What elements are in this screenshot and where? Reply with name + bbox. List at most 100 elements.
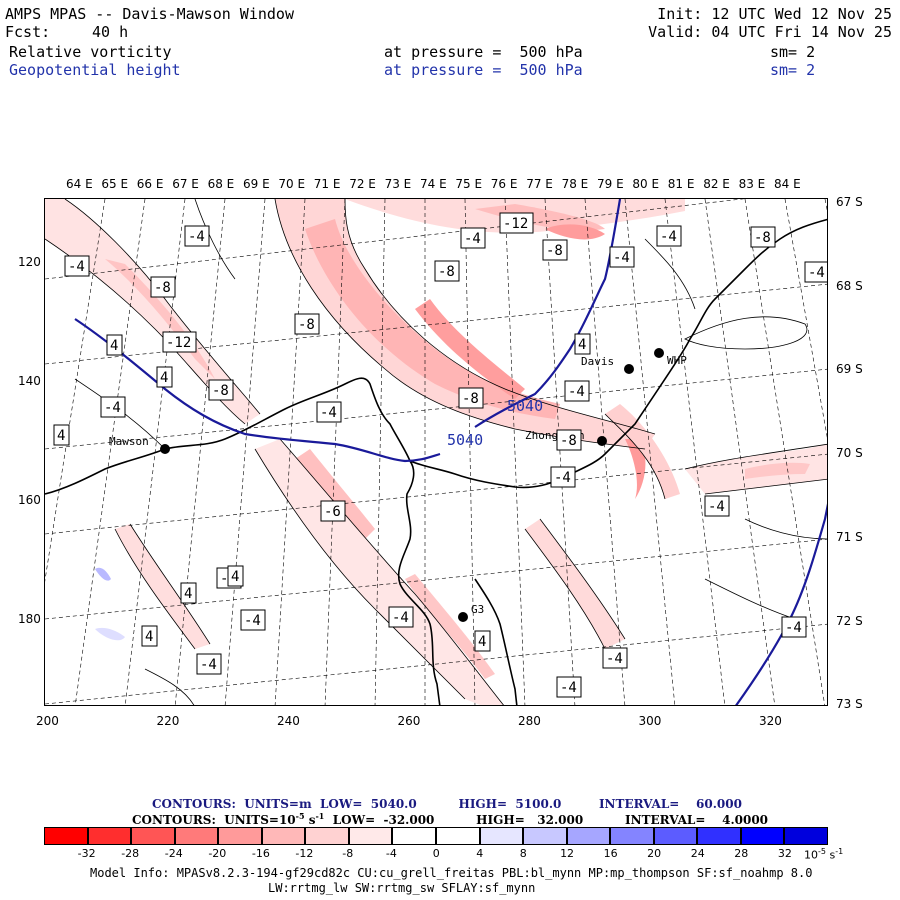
colorbar-swatch [87,827,132,845]
vorticity-label-box [208,379,234,401]
latitude-label: 71 S [836,529,863,544]
vorticity-label-box [550,466,576,488]
vorticity-contour-info: CONTOURS: UNITS=10-5 s-1 LOW= -32.000 HI… [132,811,768,827]
vorticity-label: -12 [503,216,528,232]
vorticity-label: -4 [200,657,217,673]
vort-contour-s: s [304,813,316,827]
vorticity-label-box [150,276,176,298]
vorticity-label: 4 [110,338,118,354]
colorbar-swatch [566,827,611,845]
cb-units-exp: -5 [818,847,826,856]
vorticity-label: -4 [554,470,571,486]
vorticity-labels: -4 -4 -12 -8 -4 -4 -8 -8 -8 -12 4 4 -4 4 -8 -4 -8 -4 -8 -4 -… [53,212,827,698]
vorticity-label: 4 [57,428,65,444]
colorbar-swatch [348,827,393,845]
field2-level: at pressure = 500 hPa [384,61,583,79]
x-grid-label: 220 [156,714,180,728]
vort-contour-exp2: -1 [315,811,325,821]
vorticity-label-box [141,625,158,647]
station-dot-mawson[interactable] [160,444,170,454]
vorticity-label-box [704,495,730,517]
vorticity-label: -8 [154,280,171,296]
colorbar-tick: 32 [777,847,792,860]
cb-units-exp2: -1 [835,847,844,856]
vorticity-label-box [750,226,776,248]
colorbar-swatch [392,827,436,845]
station-label-whp: WHP [667,354,687,367]
longitude-label: 71 E [313,177,341,191]
vorticity-label-box [180,582,197,604]
colorbar-swatch [44,827,88,845]
vorticity-label-box [240,609,266,631]
vorticity-label: -12 [166,335,191,351]
vorticity-label-box [609,246,635,268]
colorbar-swatch [784,827,828,845]
vorticity-label: -4 [188,229,205,245]
field2-name: Geopotential height [9,61,181,79]
x-grid-label: 240 [277,714,300,728]
vorticity-label-box [316,401,342,423]
vorticity-label-box [804,261,827,283]
colorbar-units: 10-5 s-1 [804,847,843,862]
vorticity-label-box [781,616,807,638]
vorticity-label: -4 [785,620,802,636]
longitude-label: 73 E [384,177,412,191]
vorticity-label: -8 [438,264,455,280]
vorticity-label-box [434,260,460,282]
latitude-label: 67 S [836,195,863,209]
vorticity-label-box [656,225,682,247]
colorbar-tick: -24 [164,847,183,860]
colorbar-tick: -12 [295,847,314,860]
colorbar-swatch [305,827,349,845]
map-panel[interactable]: Mawson Davis WHP Zhongshan G3 5040 5040 … [44,198,828,706]
colorbar-swatch [523,827,567,845]
vorticity-label-box [564,380,590,402]
vorticity-label-box [156,366,173,388]
model-info-line2: LW:rrtmg_lw SW:rrtmg_sw SFLAY:sf_mynn [268,881,536,895]
field1-level: at pressure = 500 hPa [384,43,583,61]
colorbar-tick: -32 [77,847,96,860]
colorbar-tick: -4 [385,847,397,860]
valid-time: Valid: 04 UTC Fri 14 Nov 25 [648,23,892,41]
latitude-label: 72 S [836,613,863,628]
vorticity-label-box [184,225,210,247]
colorbar-swatch [261,827,306,845]
colorbar-swatch [174,827,219,845]
forecast-label: Fcst: [5,23,51,41]
vorticity-label-box [458,387,484,409]
colorbar-swatch [697,827,741,845]
vorticity-label: -4 [68,259,85,275]
colorbar-tick: 24 [690,847,705,860]
x-grid-label: 280 [518,714,541,728]
station-dot-zhongshan[interactable] [597,436,607,446]
station-label-g3: G3 [471,603,484,616]
plot-title: AMPS MPAS -- Davis-Mawson Window [5,5,294,23]
station-dot-whp[interactable] [654,348,664,358]
vorticity-label: -4 [244,613,261,629]
colorbar-swatch [610,827,654,845]
station-label-mawson: Mawson [109,435,149,448]
station-markers [160,348,664,622]
vorticity-label: -8 [298,317,315,333]
cb-units-s: s [829,848,836,862]
vorticity-label: -4 [320,405,337,421]
vorticity-label-box [474,630,491,652]
vorticity-label: 4 [145,629,153,645]
vorticity-label: 4 [478,634,486,650]
vorticity-label-box [64,255,90,277]
vorticity-label: -4 [808,265,825,281]
field1-name: Relative vorticity [9,43,172,61]
colorbar-swatch [131,827,175,845]
station-dot-g3[interactable] [458,612,468,622]
map-canvas: Mawson Davis WHP Zhongshan G3 5040 5040 … [45,199,827,705]
x-grid-label: 200 [36,714,59,728]
colorbar-tick: 20 [647,847,662,860]
height-contour-info: CONTOURS: UNITS=m LOW= 5040.0 HIGH= 5100… [152,797,742,811]
x-grid-label: 260 [397,714,421,728]
vort-contour-exp: -5 [295,811,305,821]
station-dot-davis[interactable] [624,364,634,374]
colorbar-tick: 8 [519,847,527,860]
height-labels: 5040 5040 [447,397,543,449]
colorbar-swatch [218,827,262,845]
field1-smoothing: sm= 2 [770,43,816,61]
